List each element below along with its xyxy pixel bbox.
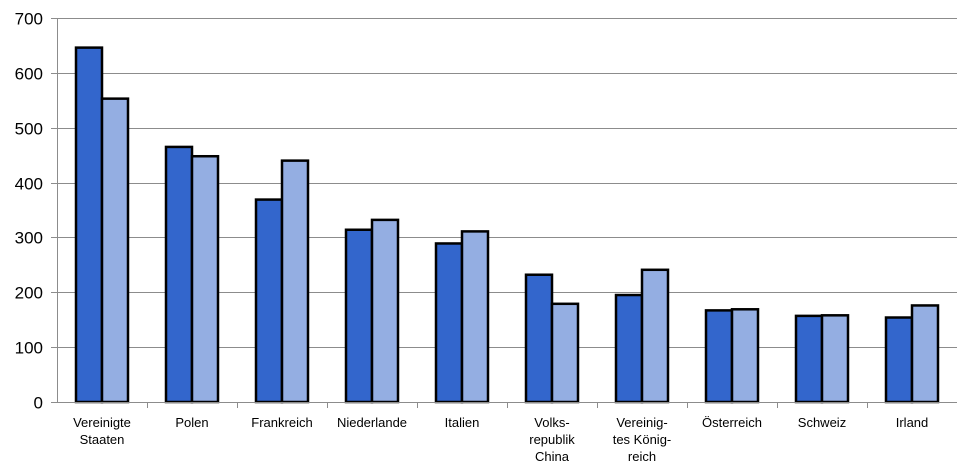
x-tick-label: Irland (896, 415, 929, 430)
bar-series-2-cat-1 (100, 97, 130, 404)
bar-series-1-cat-8 (704, 309, 734, 404)
bar-series-2-cat-3 (280, 159, 310, 404)
x-tick-label: Polen (175, 415, 208, 430)
bar-series-2-cat-6 (550, 302, 580, 404)
bar-series-1-cat-1 (74, 46, 104, 404)
bar-series-1-cat-10 (884, 316, 914, 404)
y-tick-label: 200 (15, 284, 43, 303)
y-tick-label: 700 (15, 10, 43, 29)
bar-series-2-cat-10 (910, 304, 940, 404)
y-tick-label: 100 (15, 339, 43, 358)
bar-series-2-cat-4 (370, 218, 400, 404)
y-tick-label: 300 (15, 229, 43, 248)
bars (74, 46, 940, 404)
bar-series-1-cat-5 (434, 242, 464, 404)
bar-series-2-cat-7 (640, 268, 670, 404)
bar-series-1-cat-9 (794, 314, 824, 404)
bar-series-1-cat-4 (344, 228, 374, 404)
labels: 0 100 200 300 400 500 600 700 Vereinigte Staaten P… (15, 10, 929, 465)
x-tick-label: Volks- (534, 415, 569, 430)
bar-series-2-cat-2 (190, 154, 220, 404)
bar-series-2-cat-5 (460, 230, 490, 404)
x-tick-label: Österreich (702, 415, 762, 430)
x-tick-label: Vereinigte (73, 415, 131, 430)
bar-series-2-cat-8 (730, 308, 760, 404)
x-tick-label: Italien (445, 415, 480, 430)
x-tick-label: Niederlande (337, 415, 407, 430)
bar-series-1-cat-2 (164, 145, 194, 404)
x-tick-label: Staaten (80, 432, 125, 447)
x-tick-label: Vereinig- (616, 415, 667, 430)
bar-series-2-cat-9 (820, 314, 850, 404)
x-tick-label: reich (628, 449, 656, 464)
y-tick-label: 0 (34, 394, 43, 413)
x-tick-label: tes König- (613, 432, 672, 447)
y-tick-label: 600 (15, 65, 43, 84)
axes (51, 18, 957, 408)
bar-series-1-cat-6 (524, 273, 554, 404)
x-tick-label: China (535, 449, 570, 464)
bar-series-1-cat-7 (614, 293, 644, 404)
x-tick-label: republik (529, 432, 575, 447)
x-tick-label: Frankreich (251, 415, 312, 430)
bar-series-1-cat-3 (254, 198, 284, 404)
y-tick-label: 400 (15, 175, 43, 194)
y-tick-label: 500 (15, 120, 43, 139)
x-tick-label: Schweiz (798, 415, 846, 430)
